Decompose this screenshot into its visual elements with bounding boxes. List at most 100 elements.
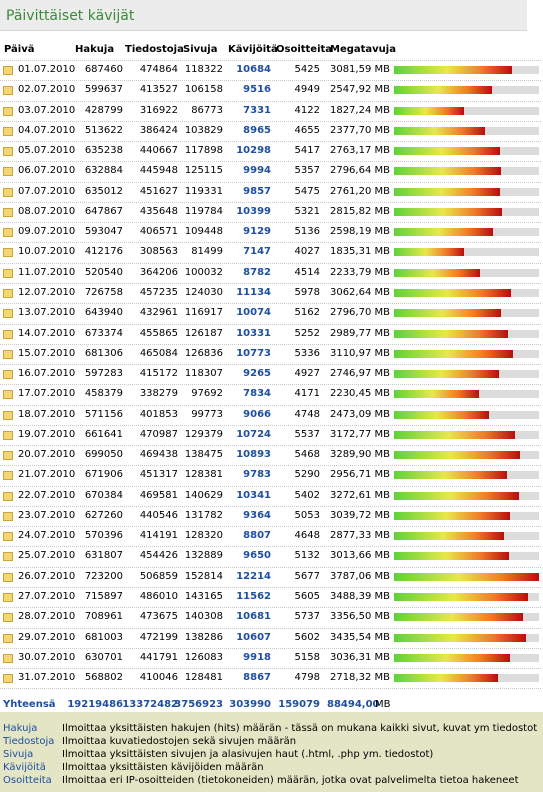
column-header: Kävijöitä [228, 44, 278, 55]
cell: 131782 [184, 509, 223, 521]
row-separator [0, 80, 541, 82]
bar [394, 106, 464, 115]
megabytes: 2473,09 MB [329, 408, 390, 420]
cell: 9994 [243, 165, 271, 177]
row-icon [3, 86, 13, 96]
cell: 726758 [84, 286, 123, 298]
row-icon [3, 653, 13, 663]
legend-box [0, 712, 543, 792]
cell: 455865 [139, 327, 178, 339]
row-separator [0, 120, 541, 122]
cell: 5336 [294, 347, 320, 359]
cell: 5357 [294, 165, 320, 177]
cell: 5053 [294, 509, 320, 521]
cell: 428799 [84, 104, 123, 116]
bar [394, 390, 480, 399]
bar [394, 593, 528, 602]
cell: 410046 [139, 672, 178, 684]
bar [394, 370, 500, 379]
cell: 10684 [236, 64, 271, 75]
cell: 316922 [139, 104, 178, 116]
row-icon [3, 633, 13, 643]
cell: 116917 [184, 307, 223, 319]
cell: 4927 [294, 368, 320, 380]
bar [394, 187, 500, 196]
legend-text: Ilmoittaa yksittäisten sivujen ja alasiv… [62, 749, 434, 760]
total-cell: 303990 [229, 699, 271, 711]
bar [394, 532, 505, 541]
legend-text: Ilmoittaa yksittäisten hakujen (hits) mä… [62, 723, 538, 734]
bar [394, 613, 523, 622]
cell: 9265 [243, 368, 271, 380]
date: 10.07.2010 [18, 246, 76, 258]
bar [394, 491, 520, 500]
cell: 597283 [84, 368, 123, 380]
row-separator [0, 201, 541, 203]
cell: 152814 [184, 570, 223, 582]
date: 06.07.2010 [18, 165, 76, 177]
cell: 414191 [139, 530, 178, 542]
cell: 11134 [236, 286, 271, 298]
date: 11.07.2010 [18, 266, 76, 278]
cell: 8782 [243, 266, 271, 278]
cell: 435648 [139, 205, 178, 217]
cell: 486010 [139, 591, 178, 603]
cell: 9783 [243, 469, 271, 481]
cell: 4648 [294, 530, 320, 542]
date: 20.07.2010 [18, 449, 76, 461]
cell: 643940 [84, 307, 123, 319]
cell: 635238 [84, 145, 123, 157]
row-separator [0, 404, 541, 406]
cell: 506859 [139, 570, 178, 582]
cell: 520540 [84, 266, 123, 278]
bar [394, 349, 514, 358]
megabytes: 2815,82 MB [329, 205, 390, 217]
row-separator [0, 424, 541, 426]
cell: 86773 [191, 104, 223, 116]
total-cell: 159079 [278, 699, 320, 711]
bar [394, 248, 465, 257]
cell: 451317 [139, 469, 178, 481]
date: 17.07.2010 [18, 388, 76, 400]
date: 08.07.2010 [18, 205, 76, 217]
cell: 10331 [236, 327, 271, 339]
row-icon [3, 410, 13, 420]
cell: 9364 [243, 509, 271, 521]
row-icon [3, 126, 13, 136]
cell: 630701 [84, 651, 123, 663]
cell: 5321 [294, 205, 320, 217]
cell: 132889 [184, 550, 223, 562]
cell: 5417 [294, 145, 320, 157]
megabytes: 2877,33 MB [329, 530, 390, 542]
cell: 406571 [139, 226, 178, 238]
cell: 473675 [139, 611, 178, 623]
date: 14.07.2010 [18, 327, 76, 339]
bar [394, 228, 494, 237]
cell: 4514 [294, 266, 320, 278]
row-icon [3, 593, 13, 603]
row-separator [0, 60, 541, 61]
row-icon [3, 451, 13, 461]
cell: 469438 [139, 449, 178, 461]
megabytes: 3289,90 MB [329, 449, 390, 461]
cell: 10341 [236, 489, 271, 501]
row-separator [0, 222, 541, 224]
bar-track [394, 106, 539, 115]
bar [394, 653, 511, 662]
date: 13.07.2010 [18, 307, 76, 319]
cell: 670384 [84, 489, 123, 501]
row-separator [0, 161, 541, 163]
bar [394, 430, 516, 439]
megabytes: 2230,45 MB [329, 388, 390, 400]
cell: 465084 [139, 347, 178, 359]
cell: 126836 [184, 347, 223, 359]
cell: 5475 [294, 185, 320, 197]
cell: 5537 [294, 428, 320, 440]
legend-term: Kävijöitä [3, 762, 46, 773]
cell: 4122 [294, 104, 320, 116]
cell: 454426 [139, 550, 178, 562]
cell: 570396 [84, 530, 123, 542]
cell: 632884 [84, 165, 123, 177]
row-icon [3, 552, 13, 562]
